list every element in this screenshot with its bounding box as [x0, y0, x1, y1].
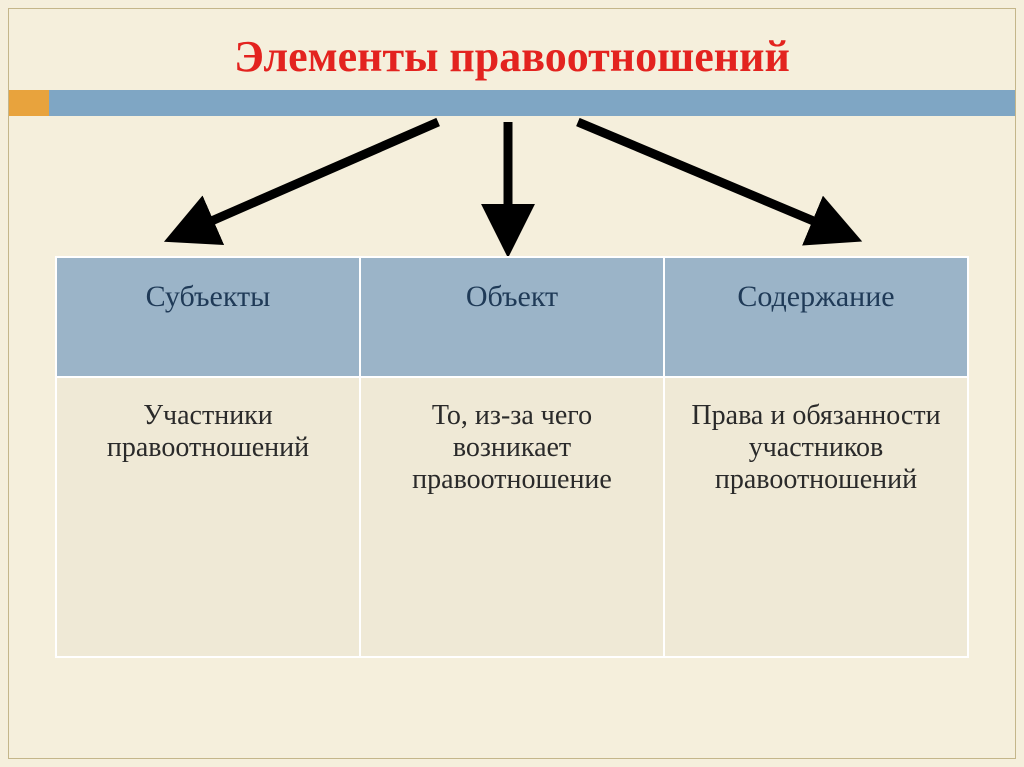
- accent-bar: [9, 90, 1015, 116]
- col-header-0: Субъекты: [56, 257, 360, 377]
- slide-frame: Элементы правоотношений Субъекты Объект …: [8, 8, 1016, 759]
- col-body-0: Участники правоотношений: [56, 377, 360, 657]
- elements-table: Субъекты Объект Содержание Участники пра…: [55, 256, 969, 658]
- accent-bar-right: [49, 90, 1015, 116]
- col-header-2: Содержание: [664, 257, 968, 377]
- slide-title: Элементы правоотношений: [9, 9, 1015, 90]
- arrows-container: [9, 116, 1015, 256]
- col-header-1: Объект: [360, 257, 664, 377]
- arrows-svg: [9, 116, 1015, 256]
- table-header-row: Субъекты Объект Содержание: [56, 257, 968, 377]
- col-body-2: Права и обязанности участников правоотно…: [664, 377, 968, 657]
- col-body-1: То, из-за чего возникает правоотношение: [360, 377, 664, 657]
- accent-bar-left: [9, 90, 49, 116]
- table-body-row: Участники правоотношений То, из-за чего …: [56, 377, 968, 657]
- table-wrapper: Субъекты Объект Содержание Участники пра…: [9, 256, 1015, 658]
